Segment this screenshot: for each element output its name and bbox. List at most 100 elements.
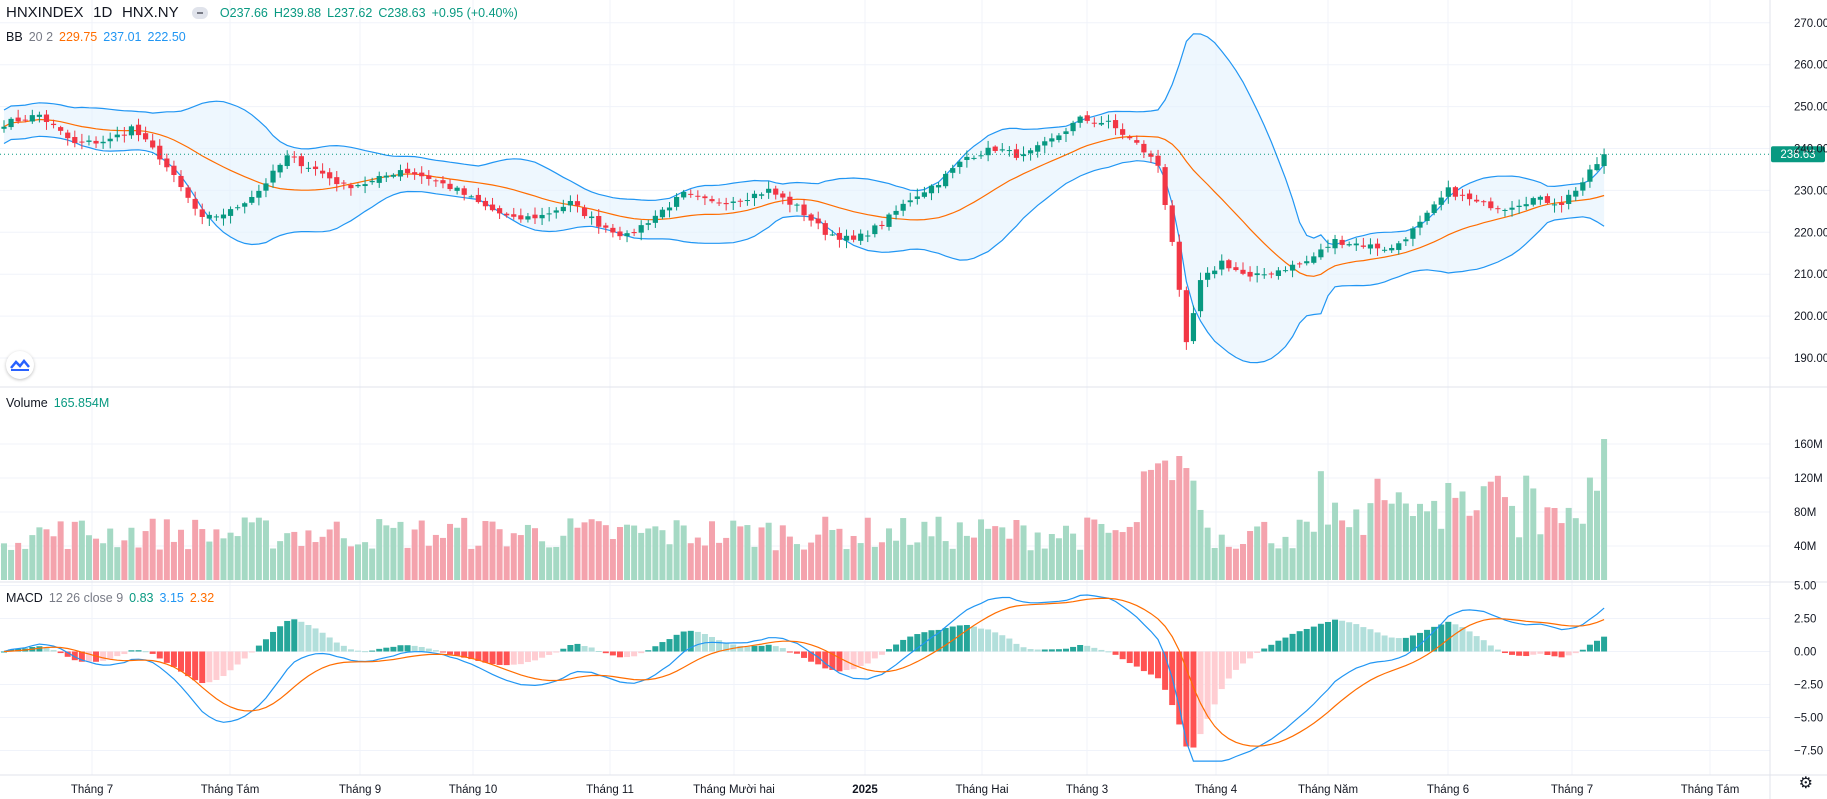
candle-body: [964, 156, 970, 161]
volume-bar: [1523, 475, 1530, 580]
candle-body: [851, 235, 857, 240]
macd-legend[interactable]: MACD 12 26 close 9 0.83 3.15 2.32: [6, 591, 220, 605]
price-tick-label: 220.00: [1794, 227, 1827, 239]
volume-bar: [779, 525, 786, 580]
candle-body: [935, 185, 942, 188]
candle-body: [29, 115, 35, 122]
volume-bar: [22, 548, 29, 580]
bb-legend[interactable]: BB 20 2 229.75 237.01 222.50: [6, 30, 192, 44]
volume-bar: [1211, 547, 1218, 580]
gear-icon[interactable]: ⚙: [1798, 775, 1813, 792]
macd-hist-bar: [220, 651, 227, 677]
macd-hist-bar: [411, 645, 418, 652]
volume-bar: [248, 522, 255, 580]
volume-bar: [893, 540, 900, 580]
ohlc-change: +0.95 (+0.40%): [431, 6, 518, 20]
ohlc-low: L237.62: [327, 6, 373, 20]
volume-bar: [1374, 478, 1381, 580]
macd-hist-bar: [645, 650, 652, 652]
macd-hist-bar: [64, 651, 71, 657]
price-tick-label: 270.00: [1794, 18, 1827, 30]
candle-body: [865, 235, 871, 237]
volume-bar: [1063, 525, 1069, 580]
volume-bar: [1402, 503, 1409, 580]
candle-body: [1162, 167, 1168, 205]
candle-body: [1006, 150, 1012, 152]
macd-hist-bar: [878, 651, 885, 655]
candle-body: [1112, 120, 1119, 129]
macd-hist-bar: [1579, 649, 1586, 652]
eye-toggle-icon[interactable]: [192, 6, 209, 19]
volume-bar: [1225, 546, 1232, 580]
volume-legend[interactable]: Volume 165.854M: [6, 396, 115, 410]
macd-hist-bar: [666, 639, 673, 652]
macd-hist-bar: [524, 651, 531, 663]
ohlc-high: H239.88: [273, 6, 322, 20]
macd-hist-value: 0.83: [129, 591, 154, 605]
volume-bar: [135, 547, 142, 580]
candle-body: [1205, 272, 1211, 280]
macd-hist-bar: [85, 651, 92, 662]
macd-hist-bar: [163, 651, 170, 663]
volume-bar: [914, 542, 921, 580]
macd-hist-bar: [1551, 651, 1558, 657]
macd-hist-bar: [716, 640, 723, 652]
macd-label: MACD: [6, 591, 43, 605]
macd-hist-bar: [1077, 645, 1084, 652]
macd-hist-bar: [1225, 651, 1232, 679]
candle-body: [1566, 194, 1572, 204]
candle-body: [532, 214, 538, 219]
candle-body: [886, 214, 892, 227]
macd-hist-bar: [914, 634, 921, 652]
macd-hist-bar: [149, 651, 156, 654]
volume-bar: [390, 527, 397, 580]
tradingview-logo-icon[interactable]: [6, 351, 34, 379]
candle-body: [128, 126, 135, 136]
macd-hist-bar: [1409, 635, 1416, 652]
macd-hist-bar: [1190, 651, 1197, 748]
macd-hist-bar: [1176, 651, 1183, 725]
volume-bar: [808, 542, 815, 580]
macd-hist-bar: [886, 649, 892, 652]
candle-body: [213, 216, 219, 218]
macd-hist-bar: [694, 631, 701, 652]
interval[interactable]: 1D: [93, 4, 113, 21]
macd-hist-bar: [567, 645, 574, 652]
candle-body: [1382, 249, 1388, 251]
candle-body: [808, 214, 814, 221]
candle-body: [426, 175, 432, 179]
candle-body: [1084, 115, 1090, 121]
macd-hist-bar: [213, 651, 220, 680]
macd-hist-bar: [100, 651, 107, 661]
macd-hist-bar: [1487, 645, 1494, 652]
candle-body: [603, 225, 609, 228]
symbol-name[interactable]: HNXINDEX: [6, 4, 84, 21]
volume-bar: [1020, 525, 1027, 580]
macd-hist-bar: [1466, 631, 1473, 652]
macd-hist-bar: [517, 651, 524, 665]
volume-bar: [850, 535, 857, 580]
candle-body: [1537, 196, 1543, 200]
volume-bar: [935, 516, 942, 580]
volume-bar: [1091, 519, 1098, 580]
macd-hist-bar: [1346, 622, 1353, 652]
volume-bar: [425, 545, 432, 580]
candle-body: [397, 170, 404, 177]
candle-body: [511, 214, 517, 217]
candle-body: [433, 180, 439, 182]
volume-bar: [1, 543, 7, 580]
macd-hist-bar: [383, 647, 390, 652]
macd-hist-bar: [333, 642, 340, 652]
macd-hist-bar: [107, 651, 114, 659]
candle-body: [50, 123, 57, 126]
macd-hist-bar: [616, 651, 623, 658]
macd-hist-bar: [8, 649, 15, 652]
candle-body: [652, 215, 658, 223]
macd-hist-bar: [970, 626, 977, 652]
volume-bar: [510, 533, 517, 580]
candle-body: [843, 235, 850, 241]
candle-body: [1509, 207, 1515, 210]
candle-body: [79, 141, 85, 143]
candle-body: [1254, 273, 1260, 276]
